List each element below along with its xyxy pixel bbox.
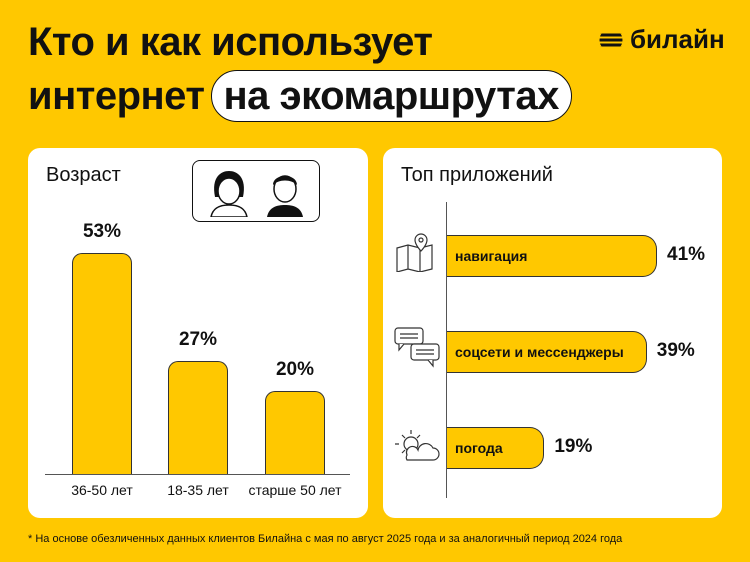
title-highlight: на экомаршрутах xyxy=(210,70,572,122)
woman-icon xyxy=(210,171,248,217)
title-line-1: Кто и как использует xyxy=(28,20,433,64)
chat-bubbles-icon xyxy=(394,327,440,368)
age-title: Возраст xyxy=(46,164,121,186)
age-value-label: 53% xyxy=(82,221,122,242)
app-value-label: 39% xyxy=(656,340,695,361)
app-value-label: 41% xyxy=(667,244,706,265)
map-pin-icon xyxy=(396,233,433,272)
beeline-logo-icon xyxy=(598,27,624,52)
footnote: * На основе обезличенных данных клиентов… xyxy=(28,533,623,545)
age-category-label: старше 50 лет xyxy=(248,482,342,498)
axis-line xyxy=(446,202,447,498)
title-line-2: интернет на экомаршрутах xyxy=(28,70,572,122)
title-word: интернет xyxy=(28,73,205,118)
age-bar xyxy=(72,253,132,474)
people-icons xyxy=(192,160,320,222)
apps-panel: Топ приложений навигация 41% соцсети и мес… xyxy=(383,148,722,518)
age-bar xyxy=(265,390,325,474)
age-category-label: 36-50 лет xyxy=(71,482,133,498)
app-bar: соцсети и мессенджеры xyxy=(447,331,647,373)
age-bar xyxy=(168,361,228,474)
apps-title: Топ приложений xyxy=(401,164,553,186)
age-value-label: 27% xyxy=(178,329,218,351)
baseline xyxy=(45,474,350,475)
app-bar: погода xyxy=(447,427,545,469)
brand-name: билайн xyxy=(630,24,725,54)
app-bar: навигация xyxy=(447,235,657,277)
age-value-label: 20% xyxy=(275,358,315,380)
man-icon xyxy=(267,175,303,217)
age-panel: Возраст 53% 36-50 лет 27% 18-35 лет 20% старш… xyxy=(28,148,368,518)
app-value-label: 19% xyxy=(554,436,593,457)
sun-cloud-icon xyxy=(395,430,440,461)
beeline-logo: билайн xyxy=(598,24,725,55)
age-category-label: 18-35 лет xyxy=(167,482,229,498)
